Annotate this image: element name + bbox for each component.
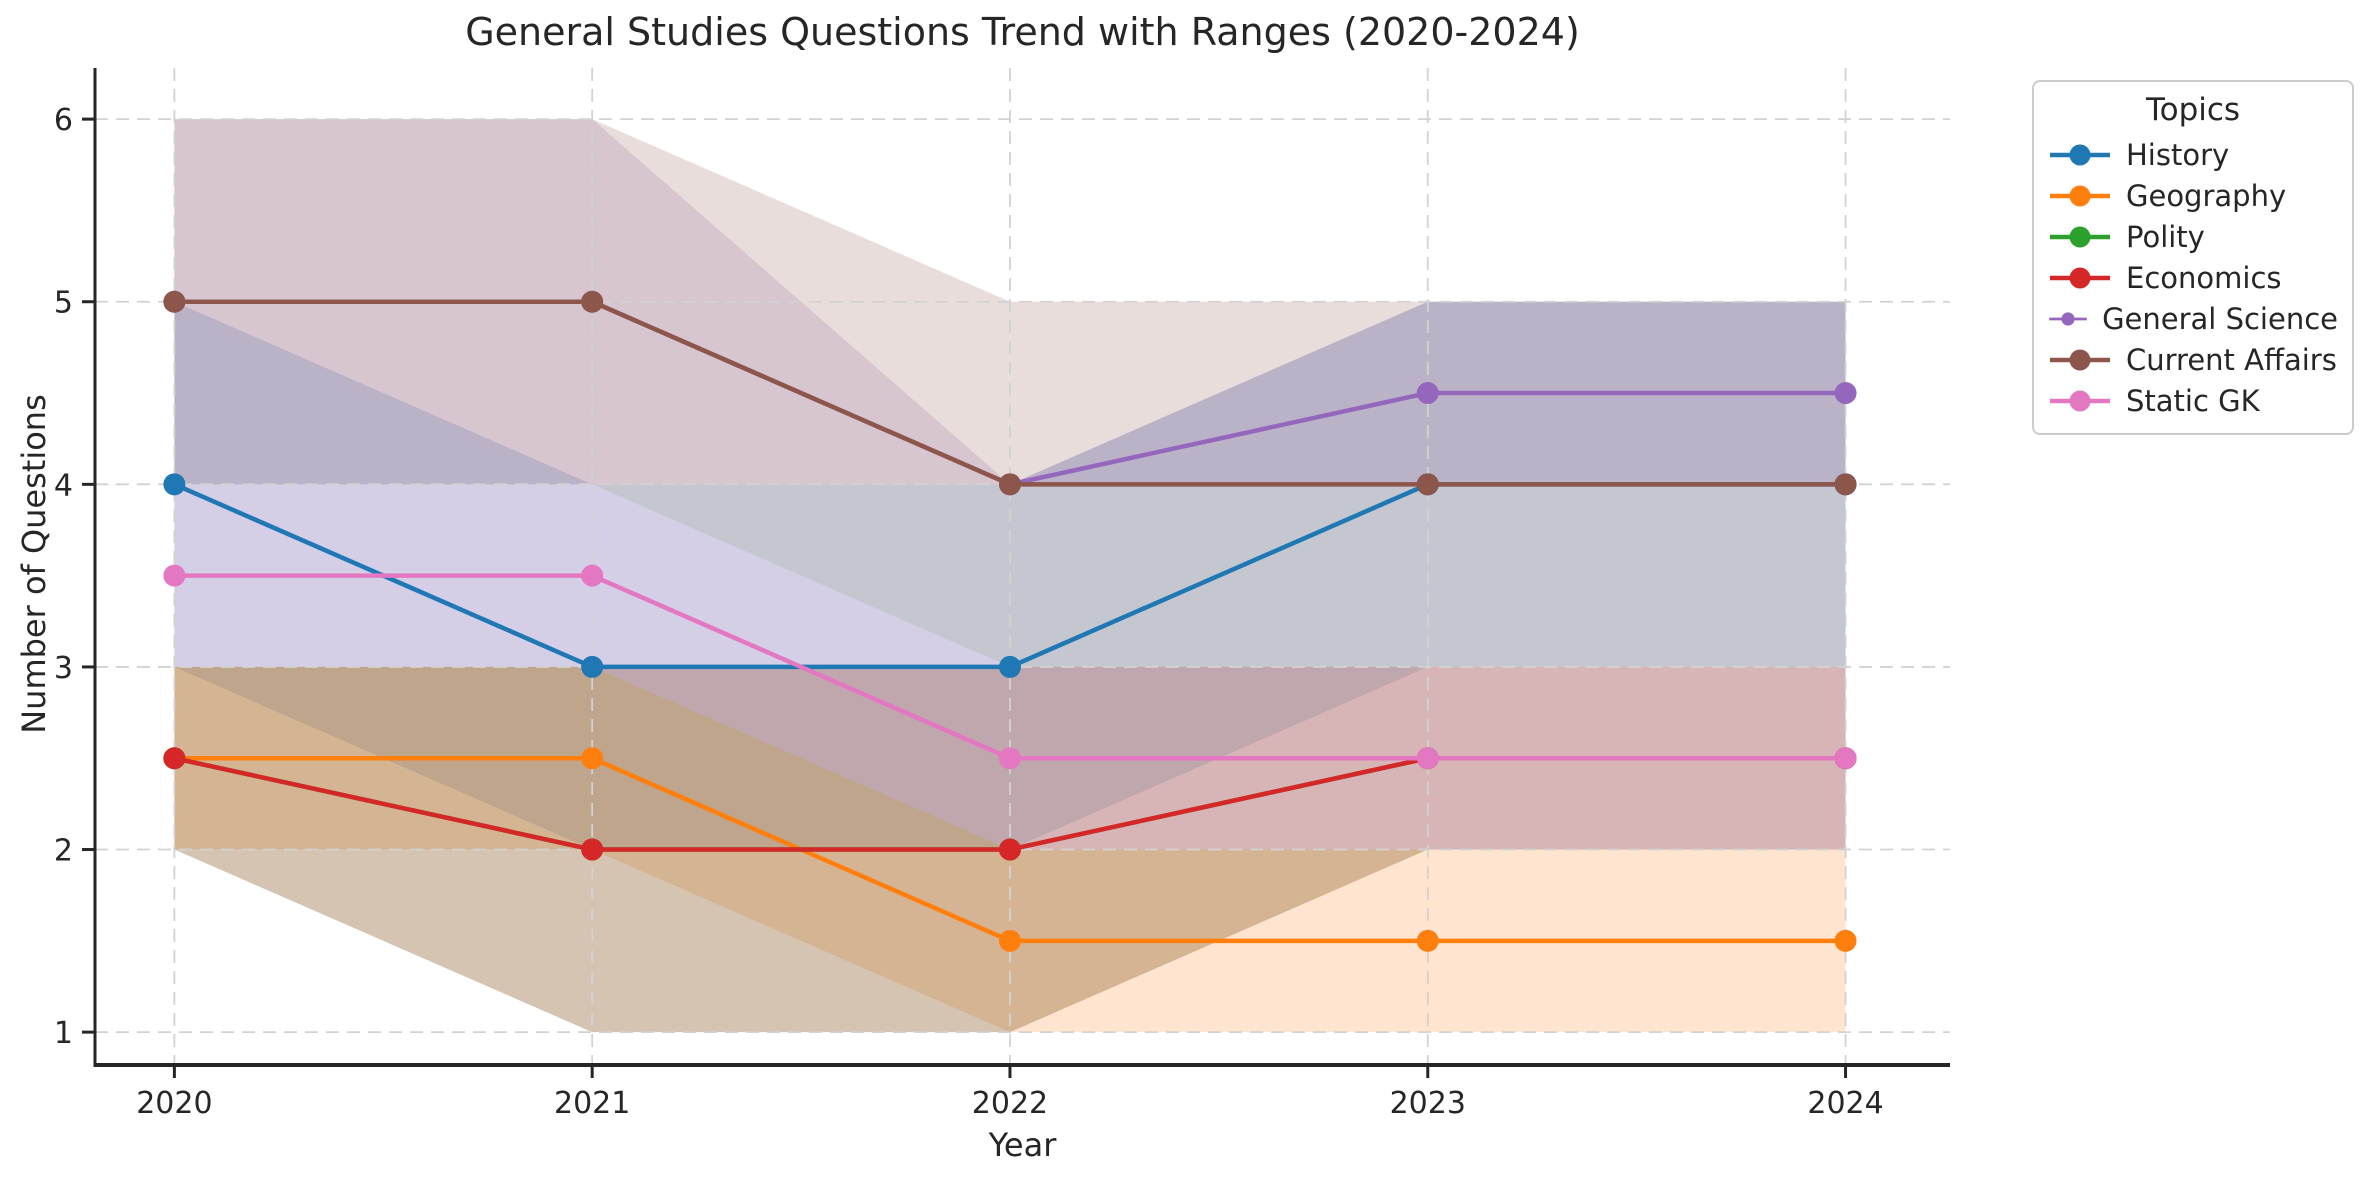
data-point-history-2022 bbox=[998, 655, 1021, 678]
legend-item-polity: Polity bbox=[2048, 216, 2338, 257]
data-point-geography-2023 bbox=[1416, 929, 1439, 952]
x-axis-label: Year bbox=[988, 1126, 1057, 1164]
legend: Topics History Geography Polity Economics Ge… bbox=[2032, 80, 2354, 435]
x-tick-label-2023: 2023 bbox=[1390, 1086, 1466, 1121]
legend-item-geography: Geography bbox=[2048, 175, 2338, 216]
legend-items: History Geography Polity Economics General S… bbox=[2048, 134, 2338, 421]
legend-marker-static-gk bbox=[2050, 390, 2110, 411]
legend-label-geography: Geography bbox=[2126, 178, 2287, 213]
legend-item-static-gk: Static GK bbox=[2048, 380, 2338, 421]
legend-label-polity: Polity bbox=[2126, 219, 2205, 254]
y-tick-label-5: 5 bbox=[54, 286, 73, 321]
data-point-economics-2022 bbox=[998, 838, 1021, 861]
y-tick-label-4: 4 bbox=[54, 468, 73, 503]
chart-title: General Studies Questions Trend with Ran… bbox=[465, 10, 1580, 54]
data-point-geography-2024 bbox=[1834, 929, 1857, 952]
legend-marker-current-affairs bbox=[2050, 349, 2110, 370]
data-point-static-gk-2021 bbox=[581, 564, 604, 587]
legend-title: Topics bbox=[2145, 92, 2241, 128]
data-point-static-gk-2022 bbox=[998, 747, 1021, 770]
y-tick-label-2: 2 bbox=[54, 834, 73, 869]
data-point-static-gk-2020 bbox=[163, 564, 186, 587]
legend-label-current-affairs: Current Affairs bbox=[2126, 342, 2337, 377]
data-point-current-affairs-2023 bbox=[1416, 473, 1439, 496]
x-tick-label-2021: 2021 bbox=[554, 1086, 630, 1121]
data-point-static-gk-2024 bbox=[1834, 747, 1857, 770]
legend-label-history: History bbox=[2126, 137, 2230, 172]
data-point-current-affairs-2020 bbox=[163, 290, 186, 313]
y-tick-label-1: 1 bbox=[54, 1016, 73, 1051]
legend-item-history: History bbox=[2048, 134, 2338, 175]
x-tick-label-2024: 2024 bbox=[1807, 1086, 1883, 1121]
data-point-geography-2022 bbox=[998, 929, 1021, 952]
x-tick-label-2020: 2020 bbox=[136, 1086, 212, 1121]
data-point-history-2021 bbox=[581, 655, 604, 678]
data-point-current-affairs-2021 bbox=[581, 290, 604, 313]
data-point-general-science-2023 bbox=[1416, 382, 1439, 405]
legend-marker-geography bbox=[2050, 185, 2110, 206]
legend-item-current-affairs: Current Affairs bbox=[2048, 339, 2338, 380]
data-point-current-affairs-2024 bbox=[1834, 473, 1857, 496]
legend-marker-general-science bbox=[2049, 311, 2087, 326]
data-point-economics-2020 bbox=[163, 747, 186, 770]
legend-item-general-science: General Science bbox=[2048, 298, 2338, 339]
data-point-history-2020 bbox=[163, 473, 186, 496]
y-tick-label-6: 6 bbox=[54, 103, 73, 138]
legend-label-economics: Economics bbox=[2126, 260, 2282, 295]
data-point-static-gk-2023 bbox=[1416, 747, 1439, 770]
legend-item-economics: Economics bbox=[2048, 257, 2338, 298]
data-point-general-science-2024 bbox=[1834, 382, 1857, 405]
legend-label-static-gk: Static GK bbox=[2126, 383, 2260, 418]
y-tick-label-3: 3 bbox=[54, 651, 73, 686]
legend-marker-history bbox=[2050, 144, 2110, 165]
data-point-economics-2021 bbox=[581, 838, 604, 861]
y-axis-label: Number of Questions bbox=[15, 394, 53, 734]
data-point-current-affairs-2022 bbox=[998, 473, 1021, 496]
data-point-geography-2021 bbox=[581, 747, 604, 770]
x-tick-label-2022: 2022 bbox=[972, 1086, 1048, 1121]
legend-marker-economics bbox=[2050, 267, 2110, 288]
legend-label-general-science: General Science bbox=[2102, 301, 2338, 336]
legend-marker-polity bbox=[2050, 226, 2110, 247]
